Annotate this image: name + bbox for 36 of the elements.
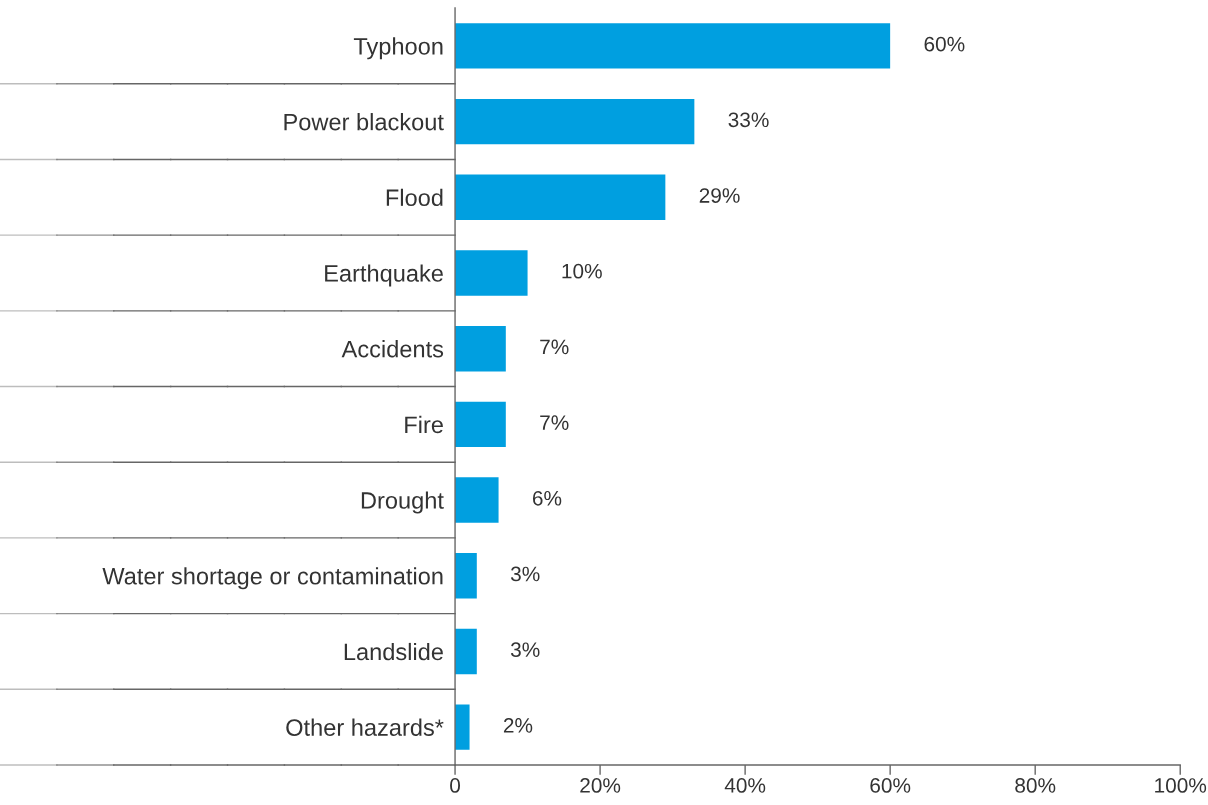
data-label: 7% xyxy=(540,339,569,355)
y-tick-label: Accidents xyxy=(341,340,444,358)
y-tick-label: Fire xyxy=(405,415,443,434)
y-tick-label: Typhoon xyxy=(353,37,443,60)
y-tick-label: Water shortage or contamination xyxy=(102,567,443,590)
data-label: 33% xyxy=(728,112,769,128)
data-label: 60% xyxy=(924,36,965,52)
bar xyxy=(455,401,506,448)
y-tick-label: Power blackout xyxy=(284,113,444,131)
y-tick-label: Earthquake xyxy=(325,264,443,287)
data-label: 3% xyxy=(510,642,540,658)
y-tick-label: Other hazards* xyxy=(286,718,444,736)
bar xyxy=(455,98,695,145)
bar xyxy=(455,628,477,675)
data-label: 6% xyxy=(532,490,562,506)
bar xyxy=(455,325,506,372)
y-tick-label: Landslide xyxy=(344,642,443,661)
x-tick-label: 0 xyxy=(450,778,461,793)
data-label: 29% xyxy=(699,188,740,203)
x-tick-label: 60% xyxy=(870,778,911,793)
bar xyxy=(455,553,477,599)
bar xyxy=(455,174,666,220)
x-tick-label: 20% xyxy=(580,778,621,793)
x-tick-label: 40% xyxy=(724,778,766,793)
x-tick-label: 100% xyxy=(1155,778,1207,793)
data-label: 10% xyxy=(562,263,602,279)
bar xyxy=(455,250,528,296)
data-label: 3% xyxy=(510,566,540,582)
bar xyxy=(455,704,470,750)
bar xyxy=(455,23,891,69)
x-tick-label: 80% xyxy=(1015,778,1056,793)
data-label: 7% xyxy=(540,415,569,430)
data-label: 2% xyxy=(503,717,533,733)
bar xyxy=(455,477,499,523)
y-tick-label: Drought xyxy=(361,491,444,514)
y-tick-label: Flood xyxy=(386,188,443,207)
